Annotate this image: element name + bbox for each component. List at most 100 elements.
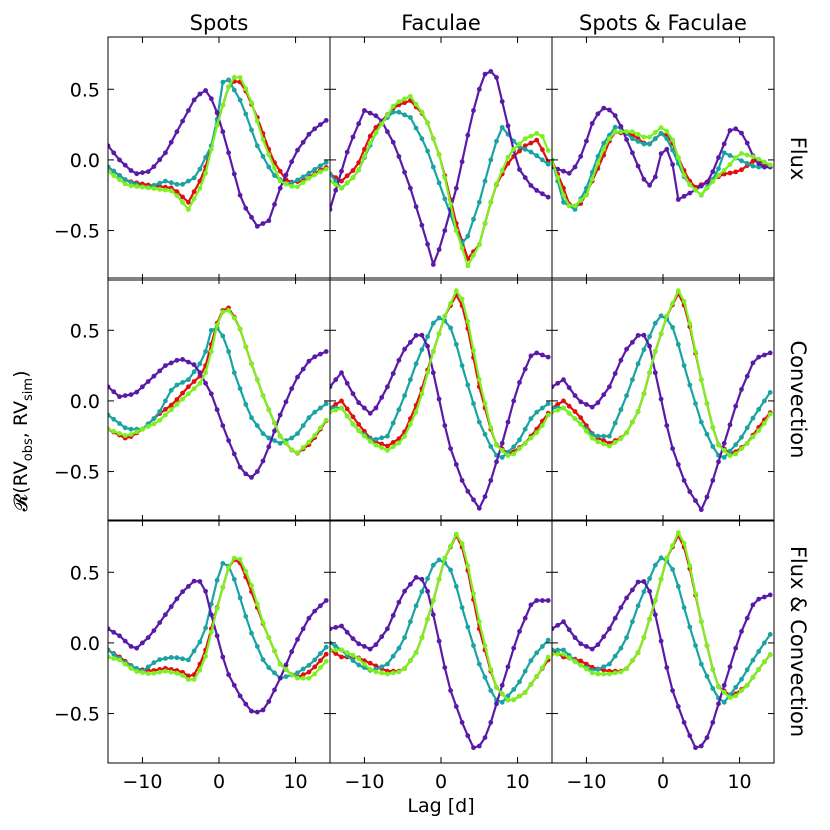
- data-point-purple: [624, 346, 629, 352]
- series-line-purple: [108, 350, 327, 479]
- data-point-purple: [601, 392, 607, 398]
- data-point-red: [739, 167, 744, 173]
- data-point-purple: [289, 386, 295, 391]
- y-axis-label-end: ): [10, 370, 32, 377]
- data-point-teal: [163, 178, 168, 184]
- data-point-purple: [117, 394, 122, 400]
- data-point-purple: [499, 99, 505, 104]
- data-point-teal: [561, 199, 566, 205]
- data-point-teal: [318, 163, 323, 169]
- data-point-purple: [601, 634, 607, 640]
- data-point-purple: [670, 446, 675, 451]
- data-point-purple: [419, 576, 425, 582]
- data-point-purple: [505, 664, 511, 670]
- data-point-green: [540, 665, 545, 670]
- data-point-green: [344, 650, 350, 655]
- data-point-teal: [260, 657, 266, 663]
- data-point-green: [408, 421, 413, 427]
- data-point-green: [459, 296, 465, 302]
- data-point-green: [555, 175, 561, 181]
- data-point-green: [465, 563, 471, 568]
- data-point-purple: [122, 393, 128, 398]
- data-point-teal: [744, 667, 750, 673]
- data-point-green: [367, 439, 373, 444]
- data-point-purple: [295, 147, 300, 153]
- data-point-red: [555, 402, 561, 407]
- data-point-teal: [243, 614, 249, 619]
- data-point-green: [658, 125, 664, 130]
- y-tick-label: −0.5: [54, 221, 100, 243]
- data-point-green: [528, 682, 534, 687]
- data-point-purple: [122, 638, 128, 644]
- data-point-teal: [704, 431, 710, 437]
- data-point-teal: [767, 390, 773, 395]
- data-point-purple: [191, 578, 197, 584]
- data-point-teal: [163, 398, 168, 404]
- data-point-green: [681, 172, 687, 178]
- data-point-green: [323, 417, 329, 423]
- data-point-purple: [494, 459, 499, 465]
- data-point-green: [641, 134, 647, 140]
- data-point-red: [385, 443, 390, 449]
- data-point-teal: [249, 127, 254, 133]
- data-point-green: [589, 670, 595, 676]
- data-point-teal: [465, 624, 471, 630]
- data-point-purple: [344, 629, 350, 635]
- data-point-purple: [687, 190, 693, 196]
- data-point-green: [670, 301, 675, 306]
- data-point-green: [220, 584, 226, 590]
- data-point-green: [471, 348, 476, 353]
- data-point-green: [762, 659, 767, 665]
- data-point-teal: [756, 164, 762, 170]
- y-axis-label: 𝓡(RVobs, RVsim): [10, 370, 36, 511]
- data-point-teal: [330, 405, 333, 411]
- x-axis-label: Lag [d]: [407, 795, 474, 817]
- data-point-red: [356, 422, 362, 427]
- data-point-green: [300, 180, 306, 185]
- data-point-green: [476, 619, 482, 625]
- data-point-purple: [413, 204, 419, 210]
- data-point-green: [220, 102, 226, 108]
- data-point-teal: [203, 625, 209, 631]
- data-point-green: [459, 541, 465, 547]
- data-point-green: [511, 697, 517, 703]
- data-point-teal: [595, 433, 601, 439]
- data-point-purple: [756, 596, 762, 602]
- data-point-teal: [572, 207, 578, 212]
- data-point-teal: [561, 647, 566, 653]
- data-point-green: [168, 188, 174, 194]
- data-point-green: [589, 435, 595, 441]
- data-point-teal: [618, 407, 624, 413]
- data-point-purple: [306, 131, 312, 137]
- data-point-green: [128, 665, 134, 671]
- data-point-green: [505, 154, 511, 160]
- data-point-green: [652, 349, 658, 354]
- data-point-purple: [584, 402, 589, 407]
- data-point-purple: [430, 612, 436, 618]
- data-point-teal: [249, 630, 254, 636]
- data-point-purple: [767, 350, 773, 356]
- data-point-green: [488, 667, 494, 672]
- data-point-teal: [744, 161, 750, 166]
- data-point-teal: [413, 125, 419, 131]
- panel-r0-c1: Faculae: [329, 11, 553, 281]
- data-point-purple: [402, 169, 407, 175]
- data-point-purple: [624, 137, 629, 143]
- data-point-teal: [203, 155, 209, 160]
- data-point-teal: [499, 699, 505, 705]
- data-point-purple: [226, 150, 232, 156]
- data-point-teal: [658, 131, 664, 136]
- data-point-teal: [750, 163, 756, 169]
- data-point-teal: [300, 423, 306, 428]
- data-point-green: [465, 319, 471, 324]
- data-point-green: [584, 666, 589, 672]
- data-point-green: [344, 180, 350, 186]
- data-point-teal: [442, 196, 448, 202]
- data-point-purple: [151, 628, 157, 633]
- data-point-purple: [208, 96, 214, 102]
- data-point-green: [482, 643, 488, 648]
- data-point-purple: [339, 623, 344, 629]
- data-point-teal: [197, 361, 203, 367]
- data-point-purple: [572, 635, 578, 640]
- data-point-purple: [249, 475, 254, 480]
